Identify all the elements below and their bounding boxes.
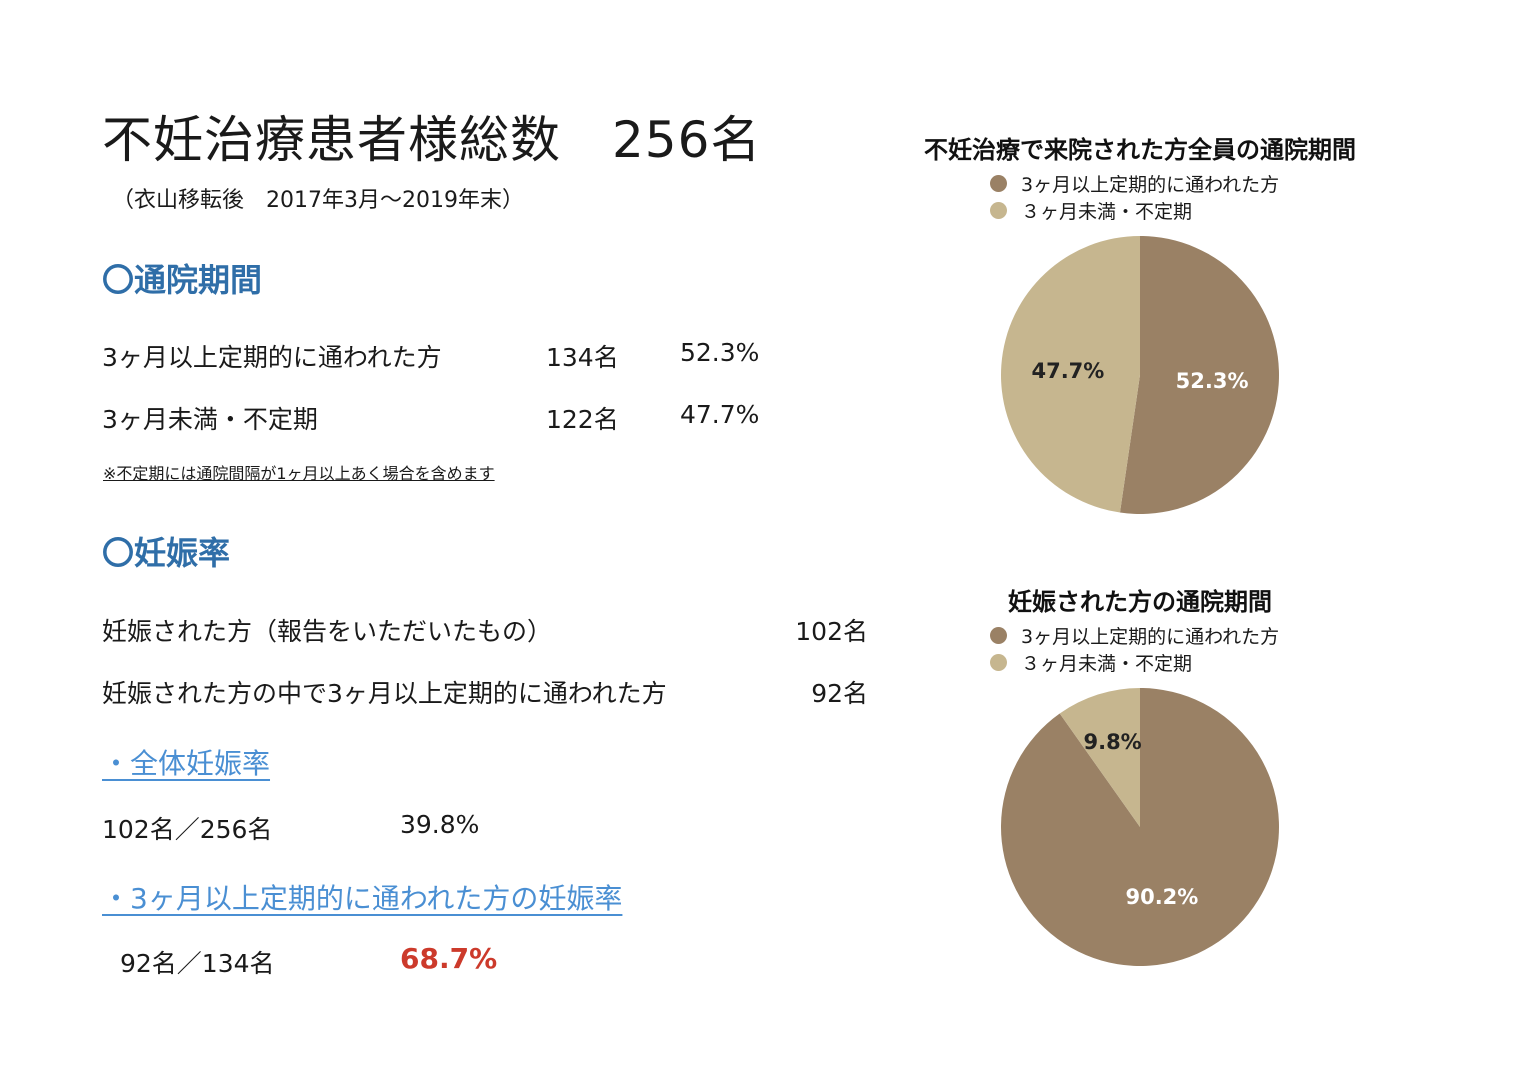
legend-swatch-irregular <box>990 654 1007 671</box>
chart1-slice-label-0: 52.3% <box>1176 369 1249 393</box>
chart1-legend-regular: 3ヶ月以上定期的に通われた方 <box>990 170 1279 197</box>
chart1-legend-irregular: ３ヶ月未満・不定期 <box>990 197 1279 224</box>
legend-swatch-regular <box>990 627 1007 644</box>
chart1-slice-1 <box>1000 235 1140 513</box>
visit-period-heading: 〇通院期間 <box>102 261 263 299</box>
chart2-slice-label-1: 9.8% <box>1083 730 1141 754</box>
chart1-legend: 3ヶ月以上定期的に通われた方 ３ヶ月未満・不定期 <box>990 170 1279 224</box>
overall-rate-link[interactable]: ・全体妊娠率 <box>102 747 271 780</box>
regular-rate-ratio: 92名／134名 <box>120 949 275 978</box>
visit-row-regular-count: 134名 <box>546 343 619 372</box>
legend-swatch-regular <box>990 175 1007 192</box>
page-title: 不妊治療患者様総数 256名 <box>102 111 762 169</box>
chart1-slice-0 <box>1119 236 1279 514</box>
visit-row-irregular-percent: 47.7% <box>680 400 760 429</box>
chart2-pie: 90.2% 9.8% <box>1001 688 1279 966</box>
visit-row-irregular-count: 122名 <box>546 405 619 434</box>
chart2-legend-irregular: ３ヶ月未満・不定期 <box>990 649 1279 676</box>
legend-swatch-irregular <box>990 202 1007 219</box>
chart2-title: 妊娠された方の通院期間 <box>1008 588 1272 616</box>
chart2-slice-label-0: 90.2% <box>1125 885 1198 909</box>
chart2-legend: 3ヶ月以上定期的に通われた方 ３ヶ月未満・不定期 <box>990 622 1279 676</box>
chart1-slice-label-1: 47.7% <box>1031 359 1104 383</box>
pregnant-regular-label: 妊娠された方の中で3ヶ月以上定期的に通われた方 <box>102 679 667 708</box>
chart2-slice-1 <box>1059 688 1140 827</box>
chart1-legend-irregular-label: ３ヶ月未満・不定期 <box>1021 201 1193 223</box>
chart1-title: 不妊治療で来院された方全員の通院期間 <box>924 136 1356 164</box>
period-subtitle: （衣山移転後 2017年3月～2019年末） <box>112 188 524 213</box>
pregnant-regular-count: 92名 <box>811 679 868 708</box>
chart2-legend-regular-label: 3ヶ月以上定期的に通われた方 <box>1021 626 1280 648</box>
chart1-pie: 52.3% 47.7% <box>1000 235 1279 514</box>
visit-row-irregular-label: 3ヶ月未満・不定期 <box>102 405 318 434</box>
chart2-legend-irregular-label: ３ヶ月未満・不定期 <box>1021 653 1193 675</box>
pregnancy-heading: 〇妊娠率 <box>102 534 231 572</box>
visit-row-regular-percent: 52.3% <box>680 338 760 367</box>
pregnant-total-label: 妊娠された方（報告をいただいたもの） <box>102 617 553 646</box>
regular-rate-link[interactable]: ・3ヶ月以上定期的に通われた方の妊娠率 <box>102 882 623 915</box>
pregnant-total-count: 102名 <box>795 617 868 646</box>
overall-rate-value: 39.8% <box>400 810 480 839</box>
irregular-note: ※不定期には通院間隔が1ヶ月以上あく場合を含めます <box>103 464 495 483</box>
visit-row-regular-label: 3ヶ月以上定期的に通われた方 <box>102 343 442 372</box>
overall-rate-ratio: 102名／256名 <box>102 815 273 844</box>
chart1-legend-regular-label: 3ヶ月以上定期的に通われた方 <box>1021 174 1280 196</box>
regular-rate-value: 68.7% <box>400 942 498 975</box>
chart2-legend-regular: 3ヶ月以上定期的に通われた方 <box>990 622 1279 649</box>
